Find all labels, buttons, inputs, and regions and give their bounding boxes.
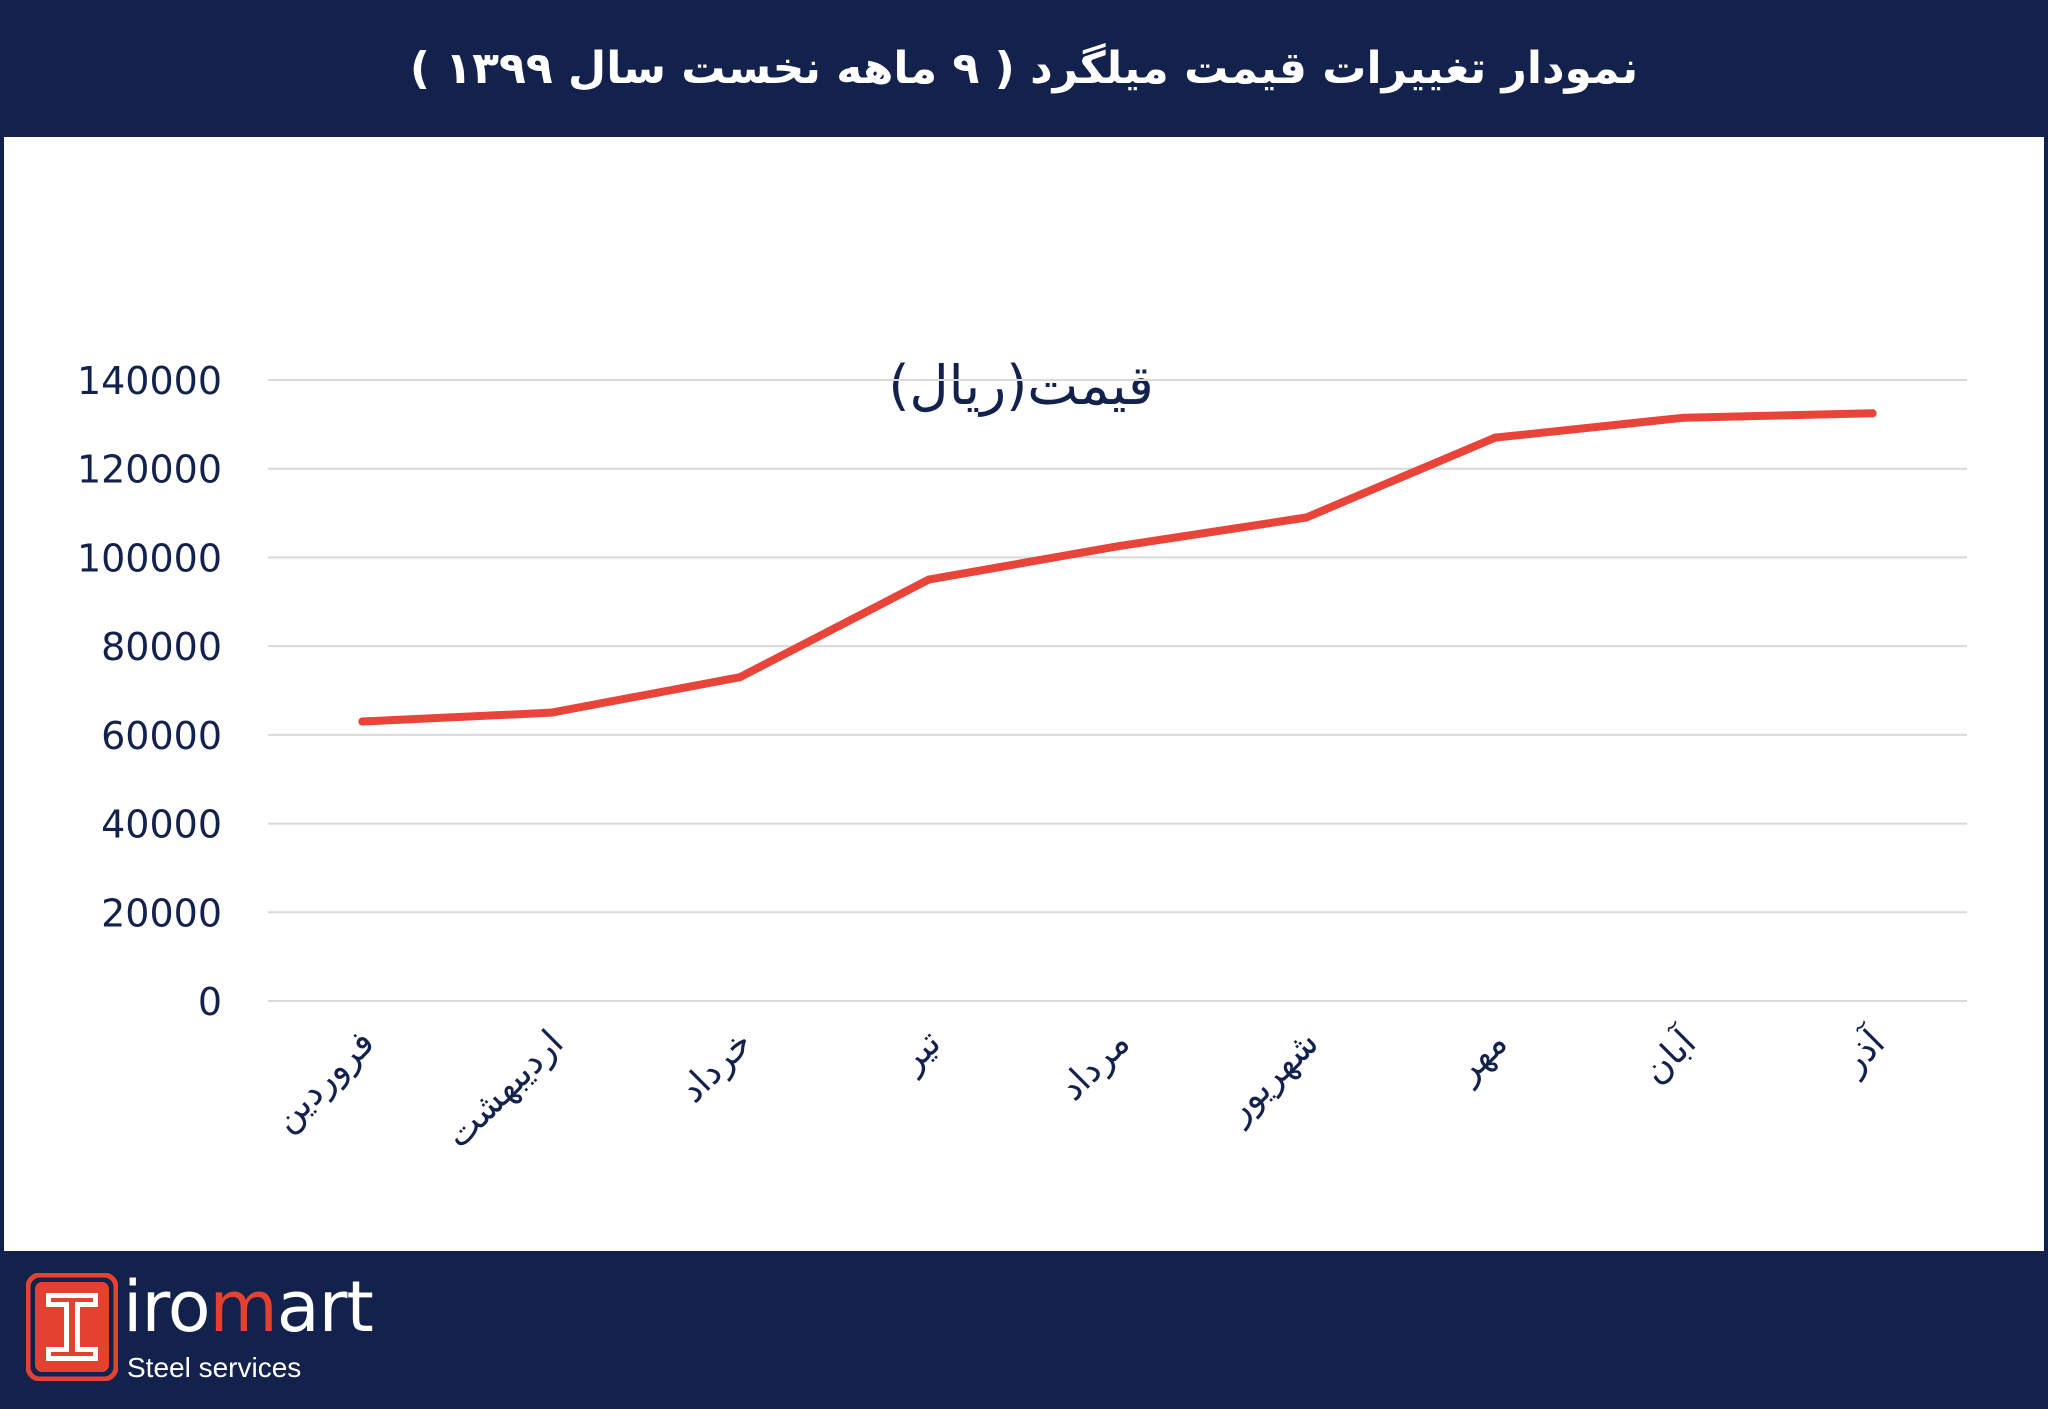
data-point (924, 575, 933, 584)
data-point (1113, 542, 1122, 551)
y-axis-ticks: 0 20000 40000 60000 80000 100000 120000 140000 (77, 359, 222, 1024)
y-tick-label: 20000 (101, 891, 222, 935)
x-axis-ticks: فروردین اردیبهشت خرداد تیر مرداد شهریور مهر آبا… (265, 1019, 1894, 1156)
x-tick-label: تیر (890, 1022, 949, 1081)
data-point (1868, 409, 1877, 418)
y-tick-label: 0 (198, 980, 222, 1024)
brand-name: iromart (123, 1266, 374, 1348)
footer-bar: iromart Steel services (0, 1251, 2048, 1409)
data-point (1302, 513, 1311, 522)
data-point (358, 717, 367, 726)
brand-tagline: Steel services (127, 1352, 302, 1383)
series-layer (358, 409, 1877, 726)
y-tick-label: 40000 (101, 803, 222, 847)
chart-panel: قیمت(ریال) 0 20000 40000 60000 80000 100000 12… (4, 137, 2044, 1251)
x-tick-label: خرداد (672, 1022, 761, 1111)
header-bar: نمودار تغییرات قیمت میلگرد ( ۹ ماهه نخست… (0, 0, 2048, 137)
brand-name-prefix: iro (123, 1266, 211, 1348)
chart-title: قیمت(ریال) (888, 354, 1153, 417)
y-tick-label: 100000 (77, 536, 222, 580)
series-line (358, 409, 1877, 726)
x-tick-label: شهریور (1217, 1022, 1327, 1132)
data-point (1491, 433, 1500, 442)
data-point (735, 673, 744, 682)
x-tick-label: آبان (1632, 1019, 1705, 1092)
brand-name-accent: m (209, 1266, 278, 1348)
x-tick-label: فروردین (265, 1022, 383, 1140)
data-point (1679, 413, 1688, 422)
y-tick-label: 80000 (101, 625, 222, 669)
iromart-logo-icon (26, 1273, 118, 1381)
data-point (547, 708, 556, 717)
y-tick-label: 60000 (101, 714, 222, 758)
x-tick-label: اردیبهشت (438, 1022, 572, 1156)
x-tick-label: مرداد (1051, 1022, 1137, 1108)
grid-lines (268, 379, 1967, 1002)
page-title: نمودار تغییرات قیمت میلگرد ( ۹ ماهه نخست… (409, 43, 1639, 94)
x-tick-label: مهر (1446, 1022, 1516, 1092)
line-chart: قیمت(ریال) 0 20000 40000 60000 80000 100000 12… (77, 354, 1967, 1156)
x-tick-label: آذر (1830, 1019, 1895, 1084)
brand-name-suffix: art (276, 1266, 374, 1348)
y-tick-label: 140000 (77, 359, 222, 403)
y-tick-label: 120000 (77, 448, 222, 492)
